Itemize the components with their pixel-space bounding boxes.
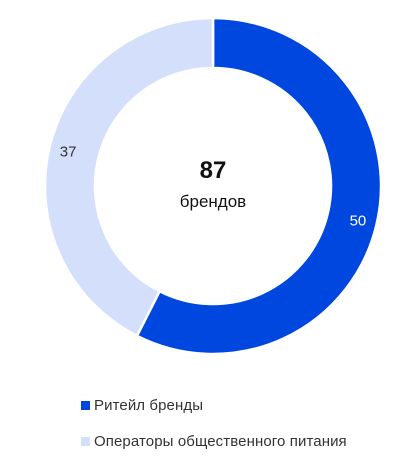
legend-item-retail: Ритейл бренды (81, 395, 347, 415)
donut-chart-svg: 50 37 87 брендов (43, 16, 383, 356)
chart-legend: Ритейл бренды Операторы общественного пи… (81, 395, 347, 467)
donut-slices (43, 16, 383, 356)
legend-swatch-food-service (81, 436, 90, 446)
slice-label-food-service: 37 (60, 143, 77, 160)
legend-swatch-retail (81, 400, 90, 410)
slice-labels: 50 37 (60, 143, 367, 229)
slice-label-retail: 50 (350, 213, 367, 230)
legend-label-retail: Ритейл бренды (94, 396, 204, 414)
center-total-label: брендов (180, 192, 246, 211)
legend-item-food-service: Операторы общественного питания (81, 431, 347, 451)
slice-food-service (43, 16, 215, 338)
slice-retail (135, 16, 383, 356)
legend-label-food-service: Операторы общественного питания (94, 432, 347, 450)
center-total-value: 87 (200, 157, 227, 184)
